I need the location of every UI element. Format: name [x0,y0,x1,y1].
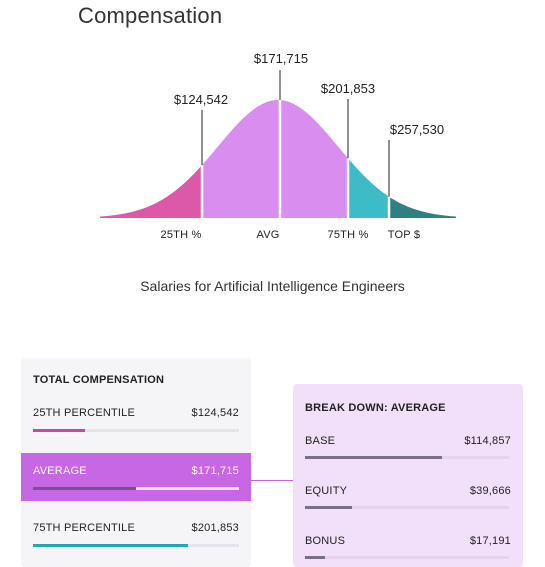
bar-fill-bonus [305,556,326,559]
bar-fill-75th [33,544,188,547]
tick-label-avg: AVG [256,229,280,241]
bar-fill-average [33,487,136,490]
chart-caption: Salaries for Artificial Intelligence Eng… [140,278,405,294]
row-value-average: $171,715 [191,465,239,477]
salary-distribution-chart [100,70,456,218]
tick-label-75th: 75TH % [327,229,369,241]
segment-25th-to-75th [202,100,348,218]
row-label-75th: 75TH PERCENTILE [33,522,136,534]
connector-line [251,480,293,481]
breakdown-card: BREAK DOWN: AVERAGE BASE $114,857 EQUITY… [293,384,523,567]
segment-below-25th [100,165,202,218]
value-label-top: $257,530 [389,122,445,137]
row-value-equity: $39,666 [469,485,511,497]
page-title: Compensation [78,3,223,28]
bar-fill-25th [33,429,85,432]
bar-track-average [33,487,239,490]
bar-fill-equity [305,506,352,509]
bar-track-25th [33,429,239,432]
row-label-average: AVERAGE [33,465,87,477]
row-label-25th: 25TH PERCENTILE [33,407,136,419]
segment-75th-to-top [348,158,389,218]
row-value-25th: $124,542 [191,407,239,419]
value-label-75th: $201,853 [320,81,376,96]
bar-track-75th [33,544,239,547]
bar-track-bonus [305,556,509,559]
bar-track-base [305,456,509,459]
row-label-equity: EQUITY [305,485,348,497]
value-label-avg: $171,715 [253,51,309,66]
bar-track-equity [305,506,509,509]
total-compensation-heading: TOTAL COMPENSATION [33,374,165,386]
average-row-highlighted[interactable]: AVERAGE $171,715 [21,453,251,501]
row-value-75th: $201,853 [191,522,239,534]
row-label-bonus: BONUS [305,535,346,547]
tick-label-top: TOP $ [387,229,421,241]
row-value-base: $114,857 [464,435,511,447]
value-label-25th: $124,542 [173,92,229,107]
tick-label-25th: 25TH % [160,229,202,241]
bar-fill-base [305,456,442,459]
row-label-base: BASE [305,435,336,447]
breakdown-heading: BREAK DOWN: AVERAGE [305,402,446,414]
segment-above-top [389,196,456,218]
row-value-bonus: $17,191 [469,535,511,547]
